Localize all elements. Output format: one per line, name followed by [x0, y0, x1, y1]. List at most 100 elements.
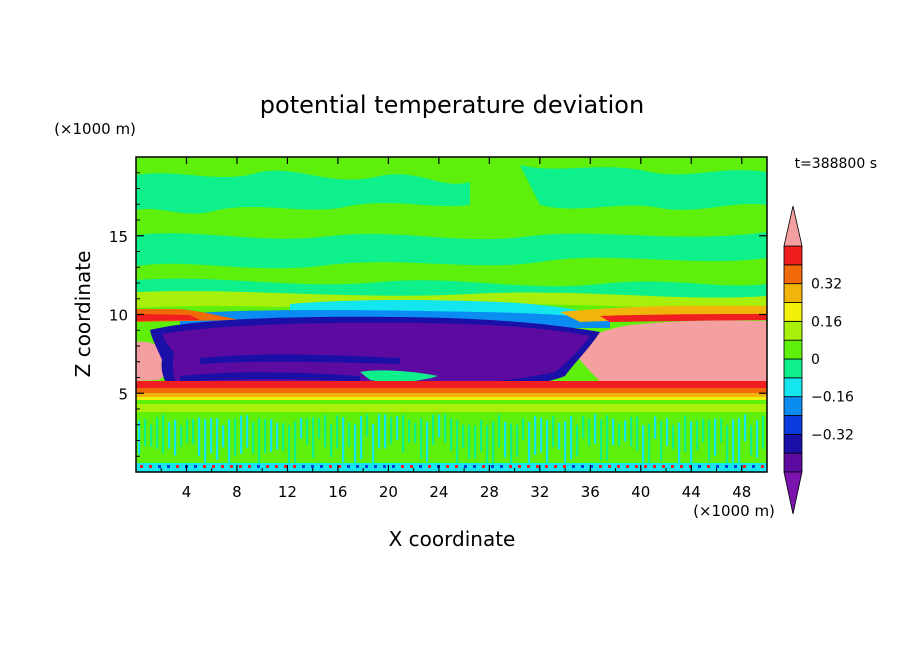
x-tick-label: 44	[682, 483, 701, 501]
colorbar-bin	[783, 245, 803, 266]
surface-dot	[320, 465, 323, 468]
surface-dot	[221, 465, 224, 468]
orange-band-lower	[136, 388, 767, 393]
boundary-layer-stripe	[210, 417, 213, 454]
boundary-layer-stripe	[762, 415, 765, 449]
boundary-layer-stripe	[222, 425, 225, 448]
colorbar-bin	[783, 283, 803, 303]
upper-green-patches-2	[520, 165, 767, 210]
surface-dot	[689, 465, 692, 468]
boundary-layer-stripe	[594, 414, 597, 444]
boundary-layer-stripe	[474, 425, 477, 459]
boundary-layer-stripe	[552, 416, 555, 448]
boundary-layer-stripe	[714, 418, 717, 456]
colorbar-tick-label: 0	[811, 352, 820, 368]
colorbar-bin	[783, 358, 803, 379]
boundary-layer-stripe	[294, 421, 297, 463]
y-unit-label: (×1000 m)	[54, 120, 136, 138]
colorbar: 0.32 0.16 0 −0.16 −0.32	[783, 205, 854, 515]
boundary-layer-stripe	[504, 421, 507, 458]
boundary-layer-stripe	[216, 418, 219, 460]
surface-dot	[410, 465, 413, 468]
colorbar-bin	[783, 396, 803, 416]
surface-dot	[383, 465, 386, 468]
boundary-layer-stripe	[522, 418, 525, 440]
boundary-layer-stripe	[384, 414, 387, 449]
boundary-layer-stripe	[516, 424, 519, 458]
boundary-layer-stripe	[558, 422, 561, 450]
boundary-layer-stripe	[756, 420, 759, 458]
boundary-layer-stripe	[312, 417, 315, 458]
boundary-layer-stripe	[360, 416, 363, 460]
yellow-band-lower	[136, 393, 767, 397]
surface-dot	[707, 465, 710, 468]
upper-green-patches-3	[136, 232, 767, 269]
surface-dot	[356, 465, 359, 468]
colorbar-bin	[783, 264, 803, 285]
surface-dot	[725, 465, 728, 468]
colorbar-tick-label: −0.32	[811, 427, 854, 443]
cold-anomaly-streak	[200, 354, 400, 364]
chart-title: potential temperature deviation	[260, 91, 644, 119]
surface-dot	[419, 465, 422, 468]
cold-anomaly-streak-2	[180, 372, 360, 382]
boundary-layer-stripe	[342, 417, 345, 463]
surface-dot	[581, 465, 584, 468]
x-tick-label: 4	[182, 483, 192, 501]
colorbar-upper-triangle	[783, 205, 803, 247]
boundary-layer-stripe	[462, 424, 465, 449]
y-tick-label: 5	[118, 385, 128, 403]
surface-dot	[761, 465, 764, 468]
warm-anomaly-right	[572, 320, 767, 381]
surface-dot	[140, 465, 143, 468]
surface-dot	[392, 465, 395, 468]
boundary-layer-stripe	[186, 419, 189, 443]
boundary-layer-stripe	[660, 421, 663, 462]
boundary-layer-stripe	[366, 414, 369, 437]
boundary-layer-stripe	[726, 425, 729, 467]
surface-dot	[401, 465, 404, 468]
yellow-band-lower-2	[136, 397, 767, 400]
colorbar-bin	[783, 302, 803, 322]
boundary-layer-stripe	[228, 419, 231, 465]
surface-dot	[203, 465, 206, 468]
colorbar-bin	[783, 339, 803, 360]
boundary-layer-stripe	[444, 414, 447, 443]
x-unit-label: (×1000 m)	[693, 502, 775, 520]
surface-dot	[536, 465, 539, 468]
surface-dot	[671, 465, 674, 468]
y-tick-label: 10	[109, 307, 128, 325]
x-tick-label: 40	[631, 483, 650, 501]
surface-dot	[662, 465, 665, 468]
surface-dot	[644, 465, 647, 468]
boundary-layer-stripe	[150, 424, 153, 447]
boundary-layer-stripe	[426, 421, 429, 462]
boundary-layer-stripe	[468, 424, 471, 459]
surface-dot	[482, 465, 485, 468]
boundary-layer-stripe	[300, 417, 303, 439]
boundary-layer-stripes	[138, 414, 765, 472]
boundary-layer-stripe	[336, 415, 339, 449]
boundary-layer-stripe	[276, 422, 279, 450]
boundary-layer-stripe	[438, 414, 441, 438]
boundary-layer-stripe	[348, 422, 351, 447]
boundary-layer-stripe	[690, 421, 693, 469]
boundary-layer-stripe	[546, 420, 549, 468]
y-tick-label: 15	[109, 228, 128, 246]
boundary-layer-stripe	[744, 414, 747, 442]
boundary-layer-stripe	[624, 420, 627, 442]
boundary-layer-stripe	[396, 415, 399, 440]
boundary-layer-stripe	[582, 415, 585, 439]
boundary-layer-stripe	[606, 415, 609, 461]
boundary-layer-stripe	[264, 419, 267, 454]
surface-dot	[194, 465, 197, 468]
boundary-layer-stripe	[390, 417, 393, 445]
boundary-layer-stripe	[246, 415, 249, 448]
colorbar-tick-label: 0.16	[811, 314, 842, 330]
surface-dot	[446, 465, 449, 468]
colorbar-lower-triangle	[783, 471, 803, 515]
boundary-layer-stripe	[618, 422, 621, 447]
red-band-upper-2	[136, 314, 200, 321]
surface-dot	[167, 465, 170, 468]
